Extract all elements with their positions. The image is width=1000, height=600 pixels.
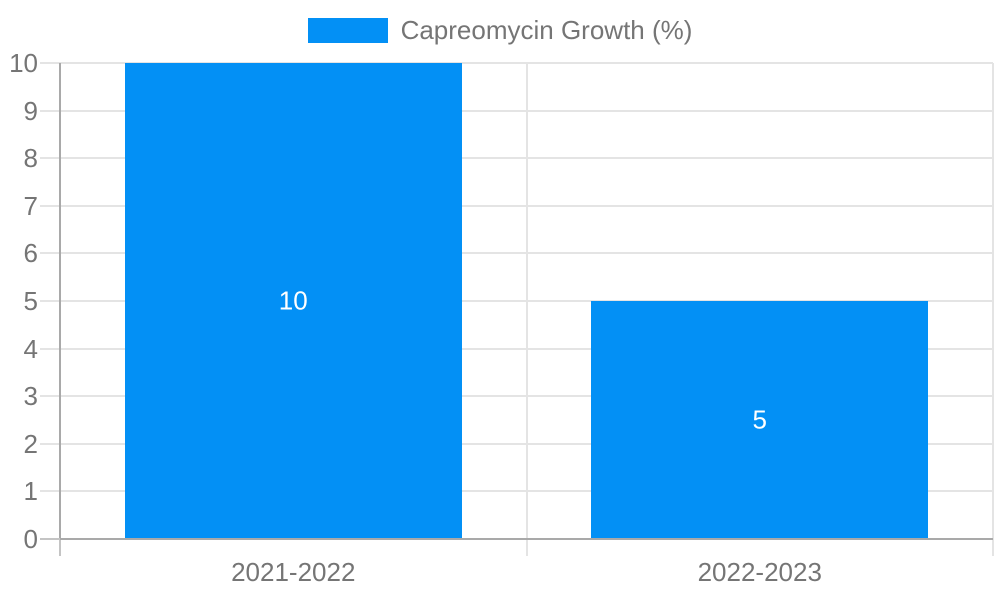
y-axis-bottom-tick [59,539,61,556]
y-axis-tick-label: 5 [23,286,38,316]
y-gridline [40,442,993,445]
y-axis-tick-label: 3 [23,381,38,412]
y-axis-tick-label: 9 [23,95,38,126]
x-gridline [525,63,528,556]
y-gridline [40,347,993,350]
bar-2021-2022[interactable] [124,63,462,539]
bar-value-label: 10 [278,285,308,316]
legend-swatch-icon [307,17,388,43]
y-gridline [40,109,993,112]
y-gridline [40,490,993,493]
x-gridline [992,63,994,556]
bar-2022-2023[interactable] [591,301,929,539]
y-gridline [40,204,993,207]
legend-series-label: Capreomycin Growth (%) [400,15,693,45]
x-axis-category-label: 2022-2023 [697,557,822,587]
y-axis-tick-label: 6 [23,238,38,269]
legend: Capreomycin Growth (%) [0,17,1000,43]
x-axis-category-label: 2021-2022 [231,557,356,587]
y-gridline [40,62,993,64]
y-axis-line [59,63,61,539]
legend-item[interactable]: Capreomycin Growth (%) [307,15,693,45]
x-axis-baseline [60,538,993,540]
y-axis-tick-label: 2 [23,428,38,459]
bar-value-label: 5 [752,404,767,435]
y-gridline [40,395,993,398]
y-axis-tick-label: 4 [23,333,38,364]
y-gridline [40,157,993,160]
x-axis-left-tick [40,538,60,540]
y-axis-tick-label: 7 [23,190,38,221]
y-axis-tick-label: 1 [23,476,38,507]
y-axis-tick-label: 0 [23,524,38,554]
y-gridline [40,300,993,302]
y-axis-tick-label: 8 [23,143,38,174]
y-gridline [40,252,993,255]
y-axis-tick-label: 10 [9,48,38,78]
